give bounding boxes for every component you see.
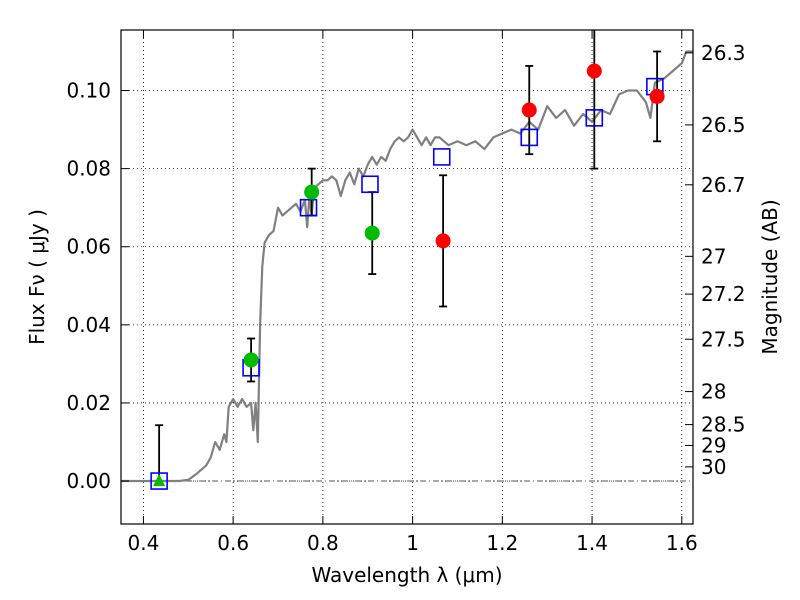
spectrum-line [121,50,693,483]
mag-tick-label: 30 [701,455,726,479]
mag-tick-label: 27 [701,244,726,268]
x-axis-title: Wavelength λ (μm) [311,563,502,587]
model-band-flux-marker [520,128,539,147]
model-band-flux-marker [585,109,604,127]
mag-tick-label: 28.5 [701,413,746,437]
mag-tick-label: 26.3 [701,41,746,65]
observed-flux-point [649,88,665,104]
observed-flux-point [364,225,380,241]
x-tick-label: 1.4 [576,531,608,555]
upper-limit-point [153,474,166,487]
x-tick-label: 1.6 [666,531,698,555]
observed-flux-point [243,352,259,368]
observed-flux-point [435,233,451,249]
observed-flux-point [304,184,320,200]
mag-tick-label: 29 [701,433,726,457]
mag-tick-label: 26.7 [701,173,746,197]
y-tick-label: 0.06 [66,235,111,259]
y-tick-label: 0.00 [66,469,111,493]
x-tick-label: 1.2 [486,531,518,555]
photometry-markers [150,63,665,490]
model-band-flux-marker [150,472,168,490]
model-spectrum [121,50,693,483]
y-axis-title: Flux Fν ( μJy ) [25,209,49,345]
y-tick-label: 0.10 [66,79,111,103]
model-band-flux-marker [299,198,318,217]
y-tick-label: 0.04 [66,313,111,337]
x-tick-label: 0.4 [128,531,160,555]
x-tick-label: 0.6 [217,531,249,555]
y-tick-label: 0.02 [66,391,111,415]
mag-tick-label: 28 [701,380,726,404]
y-tick-label: 0.08 [66,157,111,181]
error-bars [155,30,662,482]
model-band-flux-marker [432,148,451,166]
grid [121,30,693,524]
observed-flux-point [521,102,537,118]
mag-tick-label: 26.5 [701,113,746,137]
y2-axis-title: Magnitude (AB) [758,199,782,354]
x-tick-label: 1 [406,531,419,555]
mag-tick-label: 27.5 [701,327,746,351]
axis-ticks: 0.4 0.6 0.8 1 1.2 1.4 1.6 0.00 0.02 0.04 0.06 0.08 0… [66,30,746,555]
observed-flux-point [586,63,602,79]
model-band-flux-marker [361,175,379,194]
plot-frame [120,29,694,525]
mag-tick-label: 27.2 [701,282,746,306]
x-tick-label: 0.8 [307,531,339,555]
